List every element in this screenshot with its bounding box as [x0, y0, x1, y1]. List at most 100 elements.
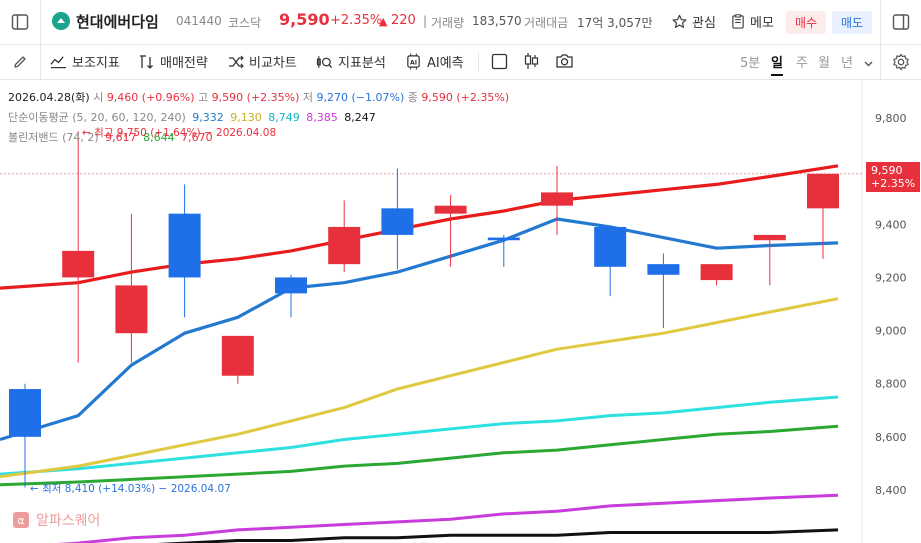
bb_upper-line [0, 164, 839, 290]
bb_mid-line [0, 424, 839, 487]
ma-legend[interactable]: 단순이동평균 (5, 20, 60, 120, 240) 9,332 9,130… [8, 109, 376, 125]
right-panel-toggle-icon[interactable] [885, 6, 917, 38]
change-amount: 220 [391, 13, 416, 28]
ma60-value: 8,749 [268, 111, 300, 124]
volume-value: 183,570 [472, 14, 522, 28]
candle-body [221, 335, 254, 376]
ma120-line [57, 493, 839, 543]
candle-body [115, 285, 148, 334]
candle-body [9, 389, 41, 437]
compare-chart-button[interactable]: 비교차트 [228, 52, 297, 71]
legend-date: 2026.04.28(화) [8, 91, 90, 104]
indicators-button[interactable]: 보조지표 [50, 52, 120, 71]
ai-predict-button[interactable]: AI AI예측 [405, 52, 464, 71]
stock-name[interactable]: 현대에버다임 [76, 13, 159, 31]
candle-body [328, 226, 361, 265]
y-axis-tick-label: 8,400 [875, 484, 907, 497]
legend-low: 9,270 (−1.07%) [316, 91, 405, 104]
stock-code: 041440 [176, 14, 222, 28]
ma20-line [0, 297, 839, 479]
candle-body [753, 234, 786, 241]
y-axis-tick-label: 9,800 [875, 112, 907, 125]
star-icon [672, 14, 687, 29]
ma20-value: 9,130 [230, 111, 262, 124]
period-month[interactable]: 월 [818, 56, 830, 71]
stock-header: 현대에버다임 041440 코스닥 9,590 +2.35% ▲ 220 | 거… [0, 0, 921, 45]
ma120-value: 8,385 [306, 111, 338, 124]
legend-close: 9,590 (+2.35%) [421, 91, 510, 104]
bb-legend[interactable]: 볼린저밴드 (74, 2) 9,617 8,644 7,670 [8, 129, 213, 145]
period-5min[interactable]: 5분 [740, 56, 761, 71]
candle-body [434, 205, 467, 214]
indicator-icon [50, 56, 66, 69]
ai-chip-icon: AI [407, 53, 420, 70]
bb-upper-value: 9,617 [105, 131, 137, 144]
candle-body [807, 173, 839, 209]
bb-lower-value: 7,670 [181, 131, 213, 144]
memo-button[interactable]: 메모 [731, 12, 774, 31]
watermark: α 알파스퀘어 [12, 510, 100, 530]
draw-pencil-icon[interactable] [4, 46, 36, 78]
y-axis-tick-label: 8,800 [875, 378, 907, 391]
bb-label: 볼린저밴드 (74, 2) [8, 131, 99, 144]
chart-toolbar: 보조지표 매매전략 비교차트 지표분석 AI AI예측 5분 일 주 월 년 [0, 44, 921, 80]
market-label: 코스닥 [228, 16, 262, 30]
low-marker-note: ← 최저 8,410 (+14.03%) − 2026.04.07 [30, 483, 231, 495]
candle-body [647, 264, 680, 275]
candle-body [168, 213, 201, 278]
ma5-line [0, 217, 839, 442]
strategy-button[interactable]: 매매전략 [139, 52, 208, 71]
candle-body [487, 237, 520, 241]
sell-button[interactable]: 매도 [832, 11, 873, 34]
arrow-left-icon: ← [30, 483, 43, 495]
ma240-line [156, 528, 839, 543]
memo-icon [732, 14, 744, 29]
legend-high: 9,590 (+2.35%) [211, 91, 300, 104]
ma-label: 단순이동평균 (5, 20, 60, 120, 240) [8, 111, 186, 124]
legend-open: 9,460 (+0.96%) [106, 91, 195, 104]
ma60-line [0, 395, 839, 476]
period-week[interactable]: 주 [796, 56, 808, 71]
alphasquare-logo-icon: α [13, 512, 29, 528]
left-panel-toggle-icon[interactable] [4, 6, 36, 38]
candle-body [381, 208, 414, 235]
y-axis-tick-label: 9,200 [875, 271, 907, 284]
svg-text:AI: AI [410, 59, 417, 66]
checkbox-square-icon[interactable] [491, 53, 508, 74]
y-axis-tick-label: 9,000 [875, 325, 907, 338]
change-percent: +2.35% [330, 13, 383, 28]
ma240-value: 8,247 [344, 111, 376, 124]
arrow-left-icon: ← [82, 127, 95, 139]
shuffle-icon [229, 55, 244, 68]
change-up-icon: ▲ [379, 15, 388, 28]
company-logo-icon [52, 12, 70, 30]
period-year[interactable]: 년 [841, 56, 853, 71]
analysis-button[interactable]: 지표분석 [316, 52, 386, 71]
current-price: 9,590 [279, 10, 330, 29]
svg-text:α: α [17, 514, 24, 527]
candle-body [541, 192, 573, 206]
volume-label: 거래량 [431, 16, 465, 30]
amount-value: 17억 3,057만 [577, 16, 653, 30]
settings-gear-icon[interactable] [885, 46, 917, 78]
strategy-icon [140, 54, 153, 69]
buy-button[interactable]: 매수 [786, 11, 827, 34]
analysis-icon [316, 55, 333, 68]
candle-body [700, 264, 733, 281]
bb-mid-value: 8,644 [143, 131, 175, 144]
y-axis-tick-label: 9,400 [875, 218, 907, 231]
interest-button[interactable]: 관심 [672, 12, 716, 31]
candle-body [275, 277, 307, 294]
candle-body [62, 250, 95, 278]
candle-body [594, 226, 627, 267]
period-day[interactable]: 일 [771, 52, 783, 76]
candlestick-type-icon[interactable] [523, 52, 540, 74]
ohlc-legend: 2026.04.28(화) 시 9,460 (+0.96%) 고 9,590 (… [8, 91, 510, 104]
camera-icon[interactable] [555, 53, 574, 73]
period-dropdown-chevron-icon[interactable] [863, 54, 874, 73]
current-price-tag: 9,590 +2.35% [866, 162, 921, 192]
amount-label: 거래대금 [524, 16, 569, 30]
y-axis-tick-label: 8,600 [875, 431, 907, 444]
ma5-value: 9,332 [192, 111, 224, 124]
